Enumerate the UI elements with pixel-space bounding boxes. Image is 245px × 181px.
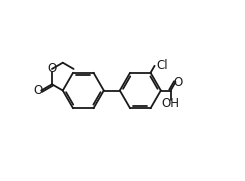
Text: O: O xyxy=(47,62,57,75)
Text: OH: OH xyxy=(162,97,180,110)
Text: O: O xyxy=(173,75,183,89)
Text: Cl: Cl xyxy=(157,59,168,72)
Text: O: O xyxy=(34,84,43,97)
